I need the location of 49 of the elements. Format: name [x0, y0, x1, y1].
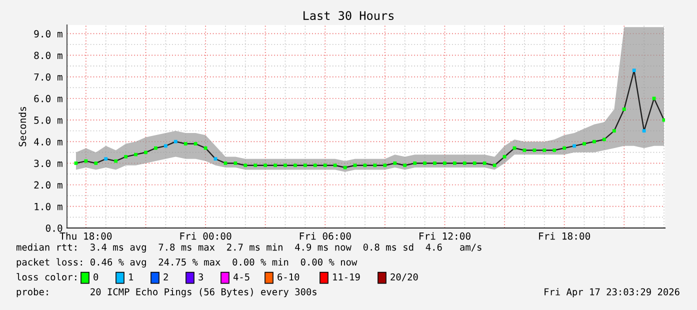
- x-tick-label: Fri 18:00: [539, 232, 590, 240]
- text: 2: [164, 273, 168, 280]
- point: [532, 148, 536, 152]
- point: [363, 164, 367, 168]
- y-tick-label: 9.0 m: [34, 30, 62, 38]
- y-tick-label: 2.0 m: [34, 181, 62, 189]
- chart-title: Last 30 Hours: [304, 11, 394, 20]
- point: [254, 164, 258, 168]
- point: [294, 164, 297, 168]
- y-tick-label: 0.0: [46, 224, 62, 232]
- text: 4-5: [233, 274, 250, 281]
- y-axis-title: Seconds: [18, 106, 26, 146]
- point: [134, 152, 138, 156]
- x-tick-label: Thu 18:00: [60, 232, 112, 240]
- point: [353, 164, 357, 168]
- y-tick-label: 6.0 m: [34, 94, 62, 102]
- point: [154, 146, 158, 150]
- point: [313, 164, 317, 168]
- text: Fri Apr 17 23:03:29 2026: [544, 288, 680, 298]
- text: 3: [198, 273, 203, 281]
- point: [333, 164, 337, 168]
- point: [114, 159, 118, 163]
- point: [214, 157, 218, 161]
- text: 1: [129, 274, 134, 280]
- x-tick-label: Fri 12:00: [420, 232, 470, 240]
- point: [512, 146, 516, 150]
- x-tick-label: Fri 06:00: [300, 232, 351, 240]
- y-tick-label: 7.0 m: [34, 73, 62, 81]
- point: [194, 142, 198, 146]
- point: [572, 144, 576, 148]
- text: 11-19: [333, 273, 360, 281]
- text: loss color:: [16, 273, 76, 281]
- point: [492, 164, 496, 168]
- point: [632, 68, 636, 72]
- y-tick-label: 8.0 m: [34, 52, 62, 60]
- x-tick-label: Fri 00:00: [180, 232, 232, 240]
- text: 0: [94, 273, 98, 281]
- text: probe: 20 ICMP Echo Pings (56 Bytes) every 300s: [16, 288, 316, 298]
- text: packet loss: 0.46 % avg 24.75 % max 0.00 % min 0.00 % now: [16, 258, 358, 268]
- text: 20/20: [390, 273, 418, 282]
- point: [373, 164, 377, 168]
- point: [274, 164, 278, 168]
- text: 6-10: [278, 273, 300, 281]
- y-tick-label: 3.0 m: [34, 160, 62, 168]
- point: [552, 148, 556, 152]
- y-tick-label: 1.0 m: [34, 202, 62, 210]
- y-tick-label: 4.0 m: [34, 138, 62, 146]
- text: median rtt: 3.4 ms avg 7.8 ms max 2.7 ms min 4.9 ms now 0.8 ms sd 4.6 am/s: [16, 243, 482, 253]
- y-tick-label: 5.0 m: [34, 116, 62, 124]
